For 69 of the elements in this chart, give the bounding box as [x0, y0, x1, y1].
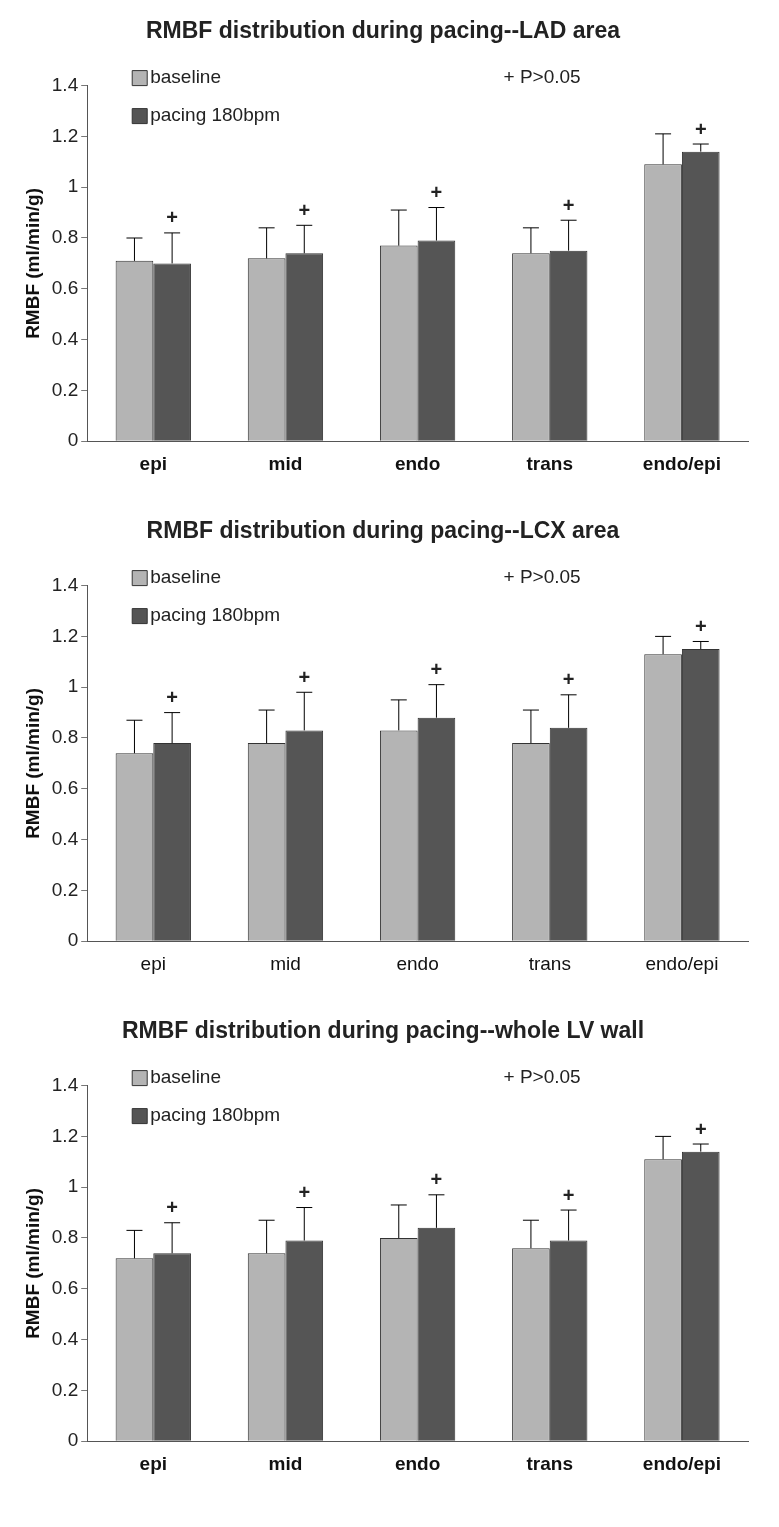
y-tick-label: 0.6	[51, 777, 79, 799]
y-tick-label: 1.2	[51, 124, 79, 146]
annotation: +	[298, 198, 311, 221]
x-tick-label: endo/epi	[645, 952, 719, 974]
x-tick-label: epi	[139, 452, 168, 474]
annotation: +	[430, 181, 443, 204]
y-tick-label: 0	[67, 929, 79, 951]
y-tick-label: 0.6	[51, 1277, 79, 1299]
y-axis-title: RMBF (ml/min/g)	[21, 1187, 43, 1339]
annotation: +	[694, 1117, 707, 1140]
y-tick-label: 0.4	[51, 1327, 79, 1349]
legend-label: baseline	[150, 565, 221, 587]
legend-label: baseline	[150, 65, 221, 87]
annotation: + P>0.05	[503, 65, 581, 87]
annotation: + P>0.05	[503, 565, 581, 587]
y-tick-label: 0.2	[51, 1378, 79, 1400]
annotation: +	[562, 1183, 575, 1206]
y-tick-label: 1.2	[51, 624, 79, 646]
y-tick-label: 0.2	[51, 378, 79, 400]
x-tick-label: mid	[268, 1452, 303, 1474]
x-tick-label: endo	[394, 1452, 441, 1474]
y-tick-label: 0.2	[51, 878, 79, 900]
y-tick-label: 0	[67, 1429, 79, 1451]
y-tick-label: 0.8	[51, 726, 79, 748]
chart-title: RMBF distribution during pacing--LAD area	[145, 17, 621, 44]
y-tick-label: 1.2	[51, 1124, 79, 1146]
y-tick-label: 1.4	[51, 1073, 79, 1095]
y-tick-label: 1.4	[51, 73, 79, 95]
y-tick-label: 1.4	[51, 573, 79, 595]
annotation: + P>0.05	[503, 1065, 581, 1087]
legend-label: pacing 180bpm	[150, 603, 281, 625]
legend-label: pacing 180bpm	[150, 1103, 281, 1125]
x-tick-label: endo	[394, 452, 441, 474]
x-tick-label: epi	[140, 952, 166, 974]
y-axis-title: RMBF (ml/min/g)	[21, 687, 43, 839]
y-tick-label: 0.8	[51, 226, 79, 248]
annotation: +	[694, 117, 707, 140]
y-tick-label: 0.4	[51, 827, 79, 849]
x-tick-label: trans	[526, 452, 573, 474]
x-tick-label: mid	[268, 452, 303, 474]
y-tick-label: 1	[67, 1175, 79, 1197]
y-tick-label: 1	[67, 675, 79, 697]
legend-label: baseline	[150, 1065, 221, 1087]
y-tick-label: 0.6	[51, 277, 79, 299]
x-tick-label: mid	[270, 952, 301, 974]
y-tick-label: 0.8	[51, 1226, 79, 1248]
y-tick-label: 0.4	[51, 327, 79, 349]
x-tick-label: trans	[526, 1452, 573, 1474]
x-tick-label: endo	[396, 952, 439, 974]
y-tick-label: 1	[67, 175, 79, 197]
y-axis-title: RMBF (ml/min/g)	[21, 187, 43, 339]
annotation: +	[562, 668, 575, 691]
annotation: +	[298, 1181, 311, 1204]
annotation: +	[430, 658, 443, 681]
x-tick-label: endo/epi	[642, 1452, 721, 1474]
chart-title: RMBF distribution during pacing--whole LV wall	[121, 1017, 645, 1044]
annotation: +	[166, 686, 178, 709]
annotation: +	[430, 1168, 443, 1191]
annotation: +	[562, 193, 575, 216]
chart-title: RMBF distribution during pacing--LCX area	[146, 517, 620, 544]
x-tick-label: epi	[139, 1452, 168, 1474]
annotation: +	[694, 615, 707, 637]
legend-label: pacing 180bpm	[150, 103, 281, 125]
x-tick-label: trans	[528, 952, 571, 974]
x-tick-label: endo/epi	[642, 452, 721, 474]
annotation: +	[166, 1196, 178, 1219]
y-tick-label: 0	[67, 429, 79, 451]
annotation: +	[166, 206, 178, 229]
annotation: +	[298, 665, 311, 688]
